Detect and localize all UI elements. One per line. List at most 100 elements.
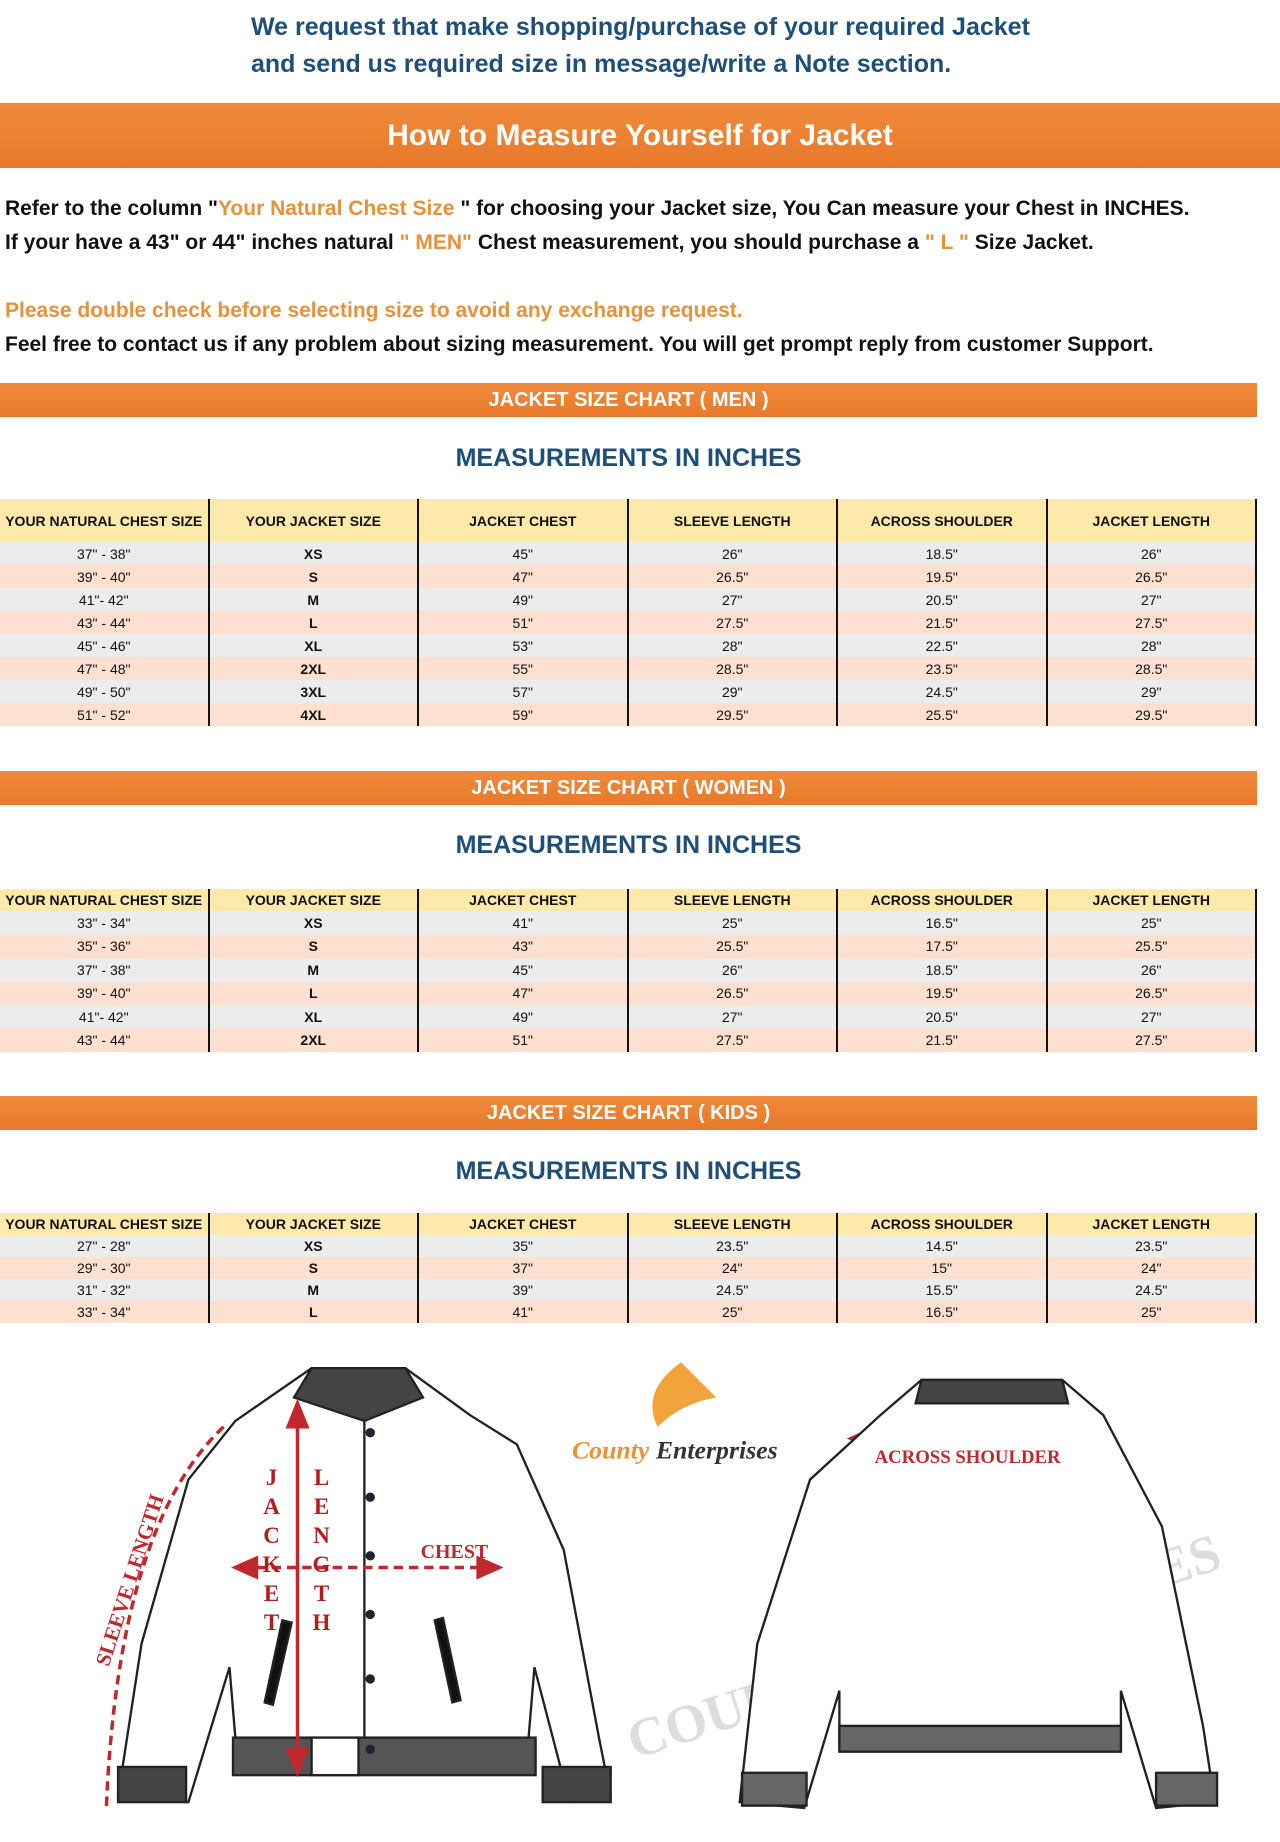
back-jacket <box>738 1378 1219 1810</box>
table-cell: 3XL <box>209 680 419 703</box>
table-cell: 19.5" <box>838 565 1048 588</box>
table-cell: 47" <box>419 565 629 588</box>
table-cell: 29.5" <box>1047 703 1257 726</box>
table-cell: 55" <box>419 657 629 680</box>
highlight: " MEN" <box>399 231 472 254</box>
table-cell: 24.5" <box>628 1279 838 1301</box>
banner: How to Measure Yourself for Jacket <box>0 103 1280 168</box>
table-cell: 51" <box>419 1028 629 1052</box>
table-cell: 27.5" <box>628 611 838 634</box>
table-cell: 25.5" <box>838 703 1048 726</box>
column-header: YOUR JACKET SIZE <box>209 889 419 911</box>
table-cell: 25.5" <box>628 934 838 958</box>
table-cell: 43" - 44" <box>0 611 210 634</box>
table-cell: 37" - 38" <box>0 542 210 565</box>
text: If your have a 43" or 44" inches natural <box>5 231 394 254</box>
table-cell: 23.5" <box>838 657 1048 680</box>
table-cell: 16.5" <box>838 911 1048 935</box>
table-cell: 45" - 46" <box>0 634 210 657</box>
table-cell: M <box>209 588 419 611</box>
table-cell: 2XL <box>209 1028 419 1052</box>
column-header: YOUR NATURAL CHEST SIZE <box>0 889 210 911</box>
table-cell: S <box>209 1257 419 1279</box>
table-cell: 28.5" <box>628 657 838 680</box>
table-cell: 21.5" <box>838 1028 1048 1052</box>
table-cell: 23.5" <box>1047 1235 1257 1257</box>
table-title: JACKET SIZE CHART ( KIDS ) <box>0 1096 1257 1130</box>
table-cell: 26.5" <box>628 981 838 1005</box>
table-subtitle: MEASUREMENTS IN INCHES <box>455 444 802 472</box>
table-cell: 18.5" <box>838 542 1048 565</box>
table-cell: XL <box>209 634 419 657</box>
column-header: SLEEVE LENGTH <box>628 1213 838 1235</box>
table-cell: 33" - 34" <box>0 911 210 935</box>
table-cell: 23.5" <box>628 1235 838 1257</box>
table-cell: L <box>209 1301 419 1323</box>
table-cell: 29.5" <box>628 703 838 726</box>
contact: Feel free to contact us if any problem a… <box>5 333 1154 356</box>
table-cell: 41" <box>419 1301 629 1323</box>
table-cell: 53" <box>419 634 629 657</box>
table-cell: 41"- 42" <box>0 1005 210 1029</box>
table-cell: 47" <box>419 981 629 1005</box>
text: Chest measurement, you should purchase a <box>477 231 919 254</box>
table-cell: 25" <box>628 1301 838 1323</box>
column-header: JACKET LENGTH <box>1047 1213 1257 1235</box>
table-cell: 27.5" <box>628 1028 838 1052</box>
table-cell: 29" - 30" <box>0 1257 210 1279</box>
jacket-label: JACKET <box>259 1465 284 1639</box>
table-cell: 14.5" <box>838 1235 1048 1257</box>
table-cell: 19.5" <box>838 981 1048 1005</box>
table-cell: M <box>209 958 419 982</box>
table-cell: 25" <box>628 911 838 935</box>
table-cell: 45" <box>419 958 629 982</box>
column-header: YOUR NATURAL CHEST SIZE <box>0 499 210 542</box>
table-cell: 24.5" <box>1047 1279 1257 1301</box>
across-shoulder-label: ACROSS SHOULDER <box>875 1447 1061 1468</box>
table-cell: 37" <box>419 1257 629 1279</box>
table-cell: 20.5" <box>838 1005 1048 1029</box>
text: " for choosing your Jacket size, You Can… <box>460 197 1190 220</box>
table-cell: 51" - 52" <box>0 703 210 726</box>
table-cell: 27" <box>628 588 838 611</box>
header-line: and send us required size in message/wri… <box>251 50 952 78</box>
table-cell: 43" <box>419 934 629 958</box>
column-header: JACKET CHEST <box>419 889 629 911</box>
text: Refer to the column " <box>5 197 218 220</box>
table-cell: 24" <box>1047 1257 1257 1279</box>
table-subtitle: MEASUREMENTS IN INCHES <box>455 831 802 859</box>
table-cell: 26" <box>628 542 838 565</box>
table-cell: 47" - 48" <box>0 657 210 680</box>
column-header: JACKET LENGTH <box>1047 889 1257 911</box>
column-header: JACKET CHEST <box>419 1213 629 1235</box>
column-header: ACROSS SHOULDER <box>838 499 1048 542</box>
table-cell: 27.5" <box>1047 611 1257 634</box>
table-cell: 29" <box>1047 680 1257 703</box>
table-cell: 35" - 36" <box>0 934 210 958</box>
table-cell: S <box>209 934 419 958</box>
table-cell: 27" <box>1047 588 1257 611</box>
table-cell: S <box>209 565 419 588</box>
column-header: JACKET CHEST <box>419 499 629 542</box>
table-cell: 27" - 28" <box>0 1235 210 1257</box>
table-cell: L <box>209 611 419 634</box>
table-cell: 37" - 38" <box>0 958 210 982</box>
table-cell: 35" <box>419 1235 629 1257</box>
table-cell: 28" <box>1047 634 1257 657</box>
highlight: Your Natural Chest Size <box>217 197 455 220</box>
header-line: We request that make shopping/purchase o… <box>251 13 1030 41</box>
table-cell: 21.5" <box>838 611 1048 634</box>
text: Size Jacket. <box>974 231 1094 254</box>
table-cell: 41" <box>419 911 629 935</box>
table-cell: 49" <box>419 588 629 611</box>
table-cell: XL <box>209 1005 419 1029</box>
table-cell: L <box>209 981 419 1005</box>
table-cell: 57" <box>419 680 629 703</box>
table-cell: 26" <box>628 958 838 982</box>
table-cell: 20.5" <box>838 588 1048 611</box>
length-label: LENGTH <box>309 1465 334 1639</box>
table-cell: 26.5" <box>1047 565 1257 588</box>
table-cell: 33" - 34" <box>0 1301 210 1323</box>
table-cell: 39" <box>419 1279 629 1301</box>
